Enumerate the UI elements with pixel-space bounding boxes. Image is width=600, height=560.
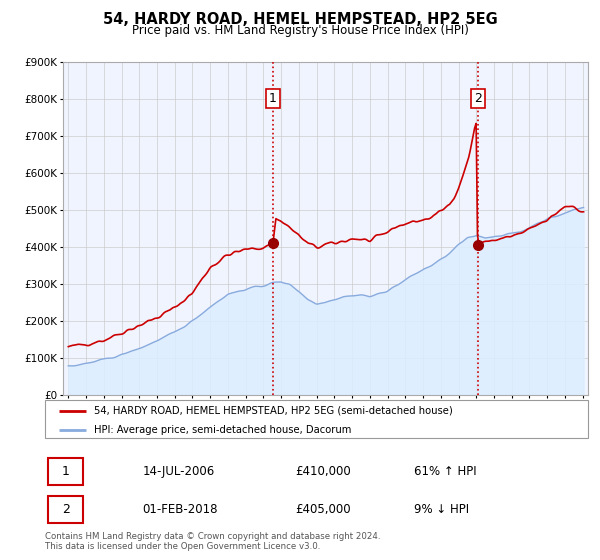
FancyBboxPatch shape: [48, 496, 83, 523]
Text: 14-JUL-2006: 14-JUL-2006: [143, 465, 215, 478]
Text: Price paid vs. HM Land Registry's House Price Index (HPI): Price paid vs. HM Land Registry's House …: [131, 24, 469, 36]
Text: Contains HM Land Registry data © Crown copyright and database right 2024.
This d: Contains HM Land Registry data © Crown c…: [45, 532, 380, 552]
FancyBboxPatch shape: [48, 458, 83, 485]
Text: 1: 1: [269, 92, 277, 105]
Text: 1: 1: [62, 465, 70, 478]
Text: £405,000: £405,000: [295, 503, 350, 516]
Text: 54, HARDY ROAD, HEMEL HEMPSTEAD, HP2 5EG: 54, HARDY ROAD, HEMEL HEMPSTEAD, HP2 5EG: [103, 12, 497, 27]
Text: 61% ↑ HPI: 61% ↑ HPI: [414, 465, 477, 478]
Text: 9% ↓ HPI: 9% ↓ HPI: [414, 503, 469, 516]
Text: 2: 2: [62, 503, 70, 516]
FancyBboxPatch shape: [45, 400, 588, 438]
Text: 2: 2: [474, 92, 482, 105]
Text: HPI: Average price, semi-detached house, Dacorum: HPI: Average price, semi-detached house,…: [94, 424, 351, 435]
Text: 54, HARDY ROAD, HEMEL HEMPSTEAD, HP2 5EG (semi-detached house): 54, HARDY ROAD, HEMEL HEMPSTEAD, HP2 5EG…: [94, 405, 452, 416]
Text: 01-FEB-2018: 01-FEB-2018: [143, 503, 218, 516]
Text: £410,000: £410,000: [295, 465, 350, 478]
